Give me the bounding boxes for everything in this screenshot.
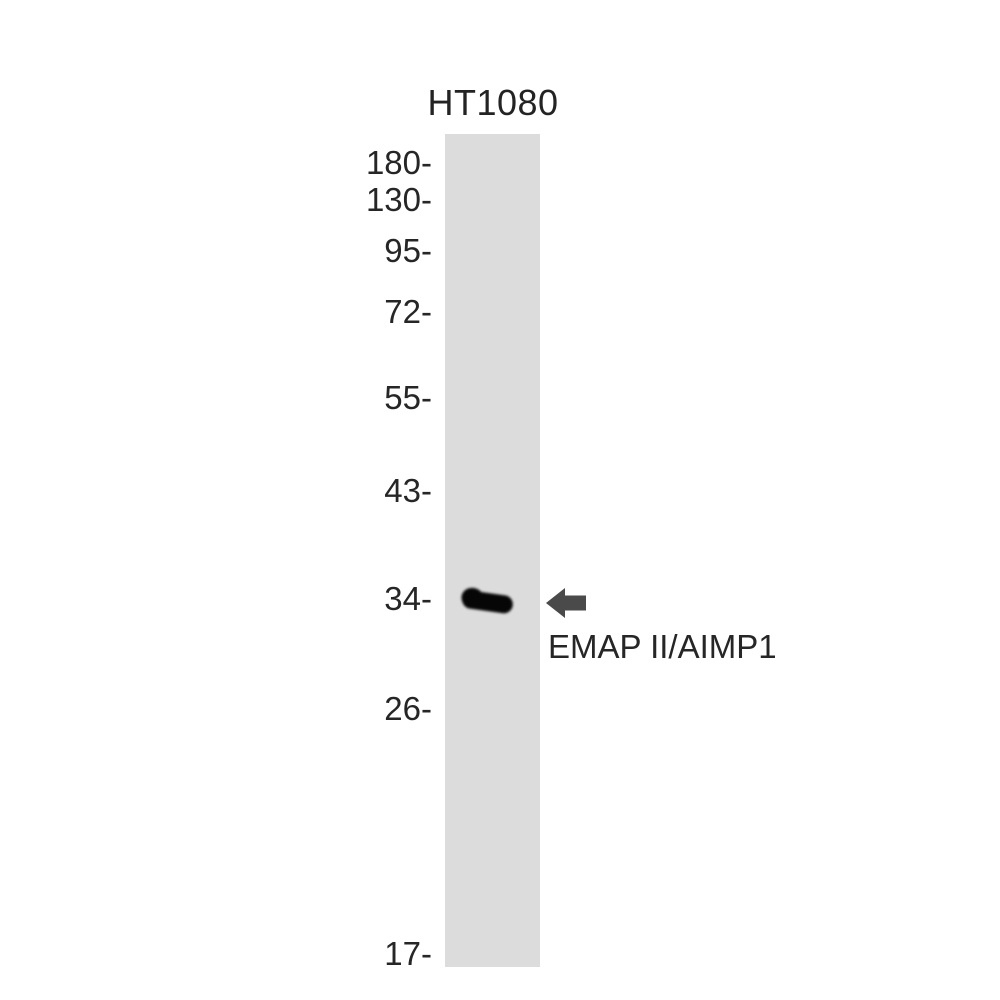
mw-marker-26: 26- — [384, 690, 432, 727]
mw-marker-130: 130- — [365, 181, 432, 218]
mw-marker-55: 55- — [384, 379, 432, 416]
target-protein-label: EMAP II/AIMP1 — [548, 628, 777, 665]
mw-marker-34: 34- — [384, 580, 432, 617]
mw-marker-43: 43- — [384, 472, 432, 509]
mw-marker-17: 17- — [384, 935, 432, 972]
left-arrow-icon — [546, 588, 586, 618]
mw-marker-72: 72- — [384, 293, 432, 330]
sample-label: HT1080 — [427, 82, 559, 123]
blot-lane — [445, 134, 540, 967]
mw-marker-95: 95- — [384, 232, 432, 269]
mw-marker-180: 180- — [365, 144, 432, 181]
